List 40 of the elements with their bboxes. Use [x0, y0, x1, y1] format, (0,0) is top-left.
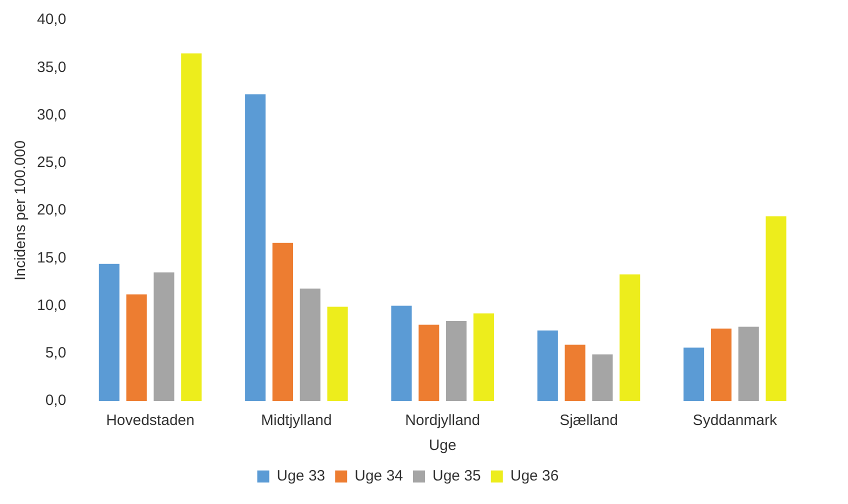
y-tick-label: 15,0 — [36, 249, 66, 266]
bar — [710, 328, 732, 401]
bar — [418, 324, 440, 401]
bar — [473, 313, 494, 401]
y-axis-title: Incidens per 100.000 — [12, 140, 30, 281]
y-tick-label: 30,0 — [36, 106, 66, 124]
bar — [564, 344, 586, 401]
legend-label: Uge 35 — [432, 468, 481, 485]
bar — [300, 288, 320, 401]
bar — [738, 326, 759, 401]
bar — [684, 348, 704, 401]
bar — [592, 354, 613, 401]
y-tick-label: 40,0 — [36, 11, 66, 28]
bar — [245, 94, 266, 401]
legend-label: Uge 34 — [354, 468, 404, 485]
x-axis-title: Uge — [428, 437, 456, 454]
y-tick-label: 5,0 — [45, 344, 66, 362]
bar — [181, 53, 202, 401]
x-tick-label: Midtjylland — [261, 412, 332, 430]
bar — [154, 272, 174, 401]
y-tick-label: 20,0 — [36, 202, 66, 219]
bar — [537, 330, 558, 401]
y-tick-label: 25,0 — [36, 154, 66, 172]
x-tick-label: Hovedstaden — [106, 412, 194, 430]
legend-label: Uge 33 — [276, 468, 326, 485]
bar — [98, 264, 120, 401]
bar — [446, 320, 467, 401]
y-tick-label: 10,0 — [36, 296, 66, 314]
x-tick-label: Syddanmark — [692, 412, 778, 430]
x-tick-label: Nordjylland — [405, 412, 480, 430]
bar — [766, 216, 786, 401]
bar — [327, 306, 348, 401]
legend-label: Uge 36 — [510, 468, 559, 485]
bar — [126, 294, 147, 401]
bar — [272, 242, 294, 401]
y-tick-label: 0,0 — [45, 392, 66, 410]
bar — [391, 306, 412, 401]
x-tick-label: Sjælland — [560, 412, 618, 430]
bar — [620, 274, 640, 401]
y-tick-label: 35,0 — [36, 58, 66, 76]
